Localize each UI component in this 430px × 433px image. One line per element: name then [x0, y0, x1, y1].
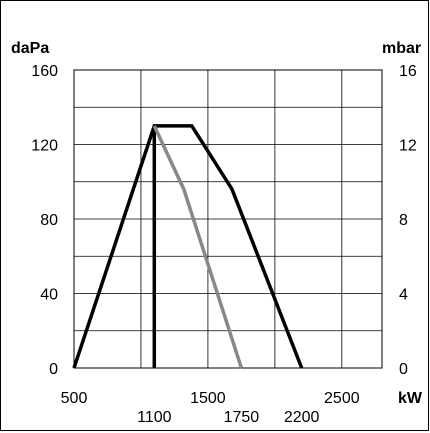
x-tick-label: 2500 [324, 390, 360, 407]
y-tick-label-left: 160 [31, 63, 58, 80]
series-line-1 [72, 124, 304, 369]
x-tick-label: 1500 [190, 390, 226, 407]
left-unit-label: daPa [11, 40, 49, 57]
y-tick-label-right: 12 [399, 138, 417, 155]
y-tick-label-right: 4 [399, 287, 408, 304]
bottom-unit-label: kW [398, 390, 423, 407]
y-tick-label-left: 0 [49, 361, 58, 378]
series-line-3 [152, 125, 244, 369]
x-tick-label-secondary: 1750 [224, 409, 260, 426]
x-tick-label-secondary: 1100 [137, 409, 172, 426]
y-tick-label-left: 120 [31, 138, 58, 155]
right-unit-label: mbar [382, 40, 421, 57]
grid [73, 69, 383, 369]
y-tick-label-left: 40 [40, 287, 58, 304]
x-tick-label-secondary: 2200 [284, 409, 320, 426]
series-lines [72, 124, 304, 369]
y-tick-label-right: 16 [399, 63, 417, 80]
x-tick-label: 500 [61, 390, 88, 407]
y-tick-label-right: 0 [399, 361, 408, 378]
y-tick-label-left: 80 [40, 212, 58, 229]
tick-labels: 0 40 80 120 160 0 4 8 12 16 500 1500 2500 1100 1750 220… [31, 63, 417, 426]
y-tick-label-right: 8 [399, 212, 408, 229]
